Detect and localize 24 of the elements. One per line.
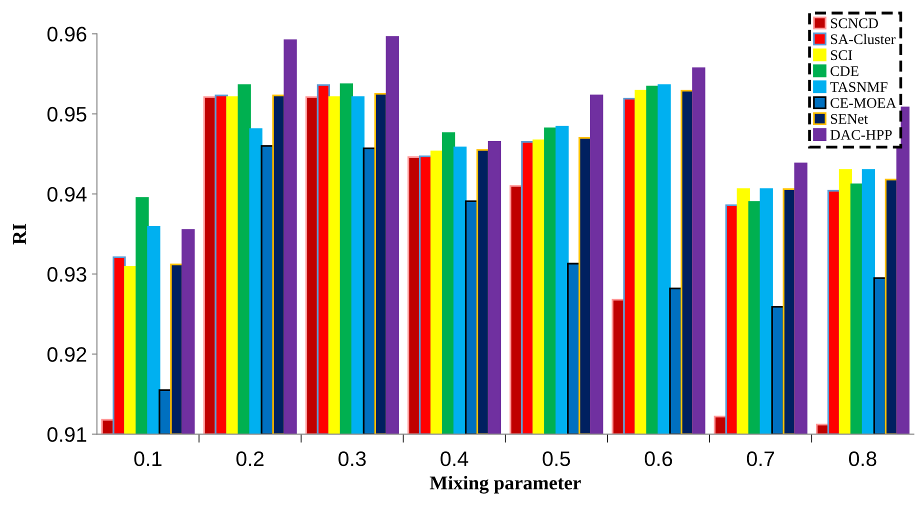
x-tick-label: 0.5 — [542, 451, 570, 466]
x-tick-label: 0.6 — [644, 451, 672, 466]
y-tick-label: 0.95 — [47, 106, 86, 122]
x-tick-label: 0.3 — [338, 451, 366, 466]
legend-label: DAC-HPP — [830, 130, 892, 140]
y-tick-label: 0.92 — [47, 347, 86, 362]
y-tick-label: 0.91 — [47, 427, 86, 442]
x-tick-label: 0.2 — [236, 451, 264, 466]
x-tick-label: 0.4 — [440, 451, 468, 466]
x-tick-label: 0.8 — [849, 451, 876, 466]
legend-label: SENet — [830, 114, 868, 124]
x-tick-label: 0.7 — [746, 451, 774, 466]
legend-label: SCNCD — [830, 18, 878, 28]
y-axis-title: RI — [13, 224, 26, 244]
legend-label: TASNMF — [830, 82, 888, 92]
y-tick-label: 0.94 — [47, 186, 87, 202]
legend-label: CE-MOEA — [830, 98, 896, 108]
legend-label: SCI — [830, 50, 852, 60]
y-tick-label: 0.93 — [47, 267, 86, 282]
legend-label: SA-Cluster — [830, 34, 896, 44]
legend-label: CDE — [830, 66, 858, 76]
x-tick-label: 0.1 — [134, 451, 162, 466]
y-tick-label: 0.96 — [47, 26, 86, 42]
x-axis-title: Mixing parameter — [430, 476, 581, 494]
